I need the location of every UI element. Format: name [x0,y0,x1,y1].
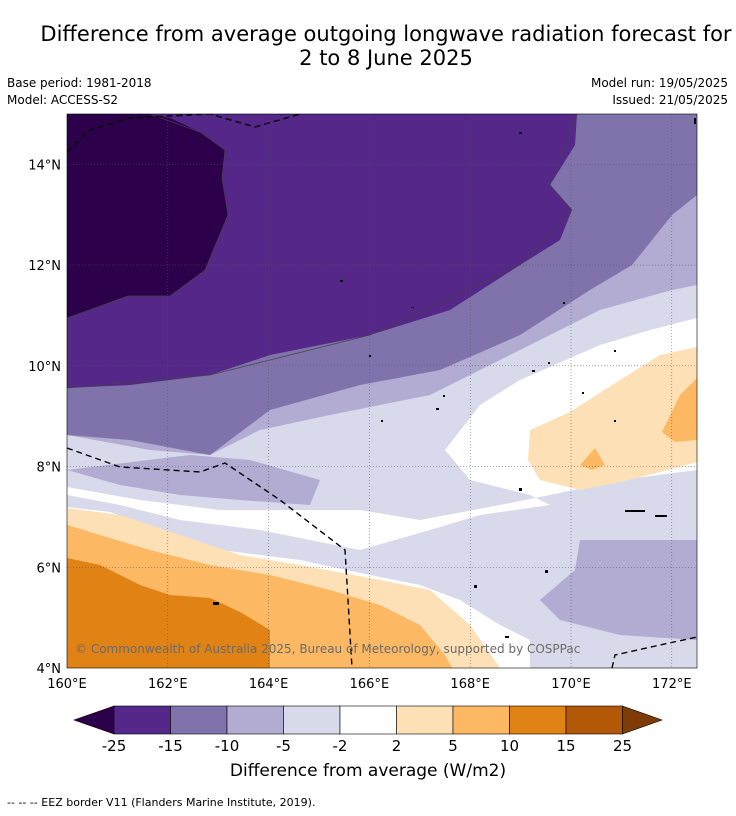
colorbar-swatch [452,705,510,735]
colorbar-label: 25 [613,737,632,755]
y-tick-label: 6°N [37,561,62,576]
x-tick-label: 160°E [47,677,87,692]
map-frame [66,113,698,669]
x-axis-ticks: 160°E 162°E 164°E 166°E 168°E 170°E 172°E [47,677,691,692]
x-tick-label: 164°E [249,677,289,692]
model-run: Model run: 19/05/2025 [590,76,728,90]
x-tick-label: 162°E [148,677,188,692]
colorbar-label: 5 [448,737,458,755]
colorbar-extend-low [73,705,115,735]
title-line-2: 2 to 8 June 2025 [299,46,473,70]
y-tick-label: 10°N [28,360,61,375]
x-tick-label: 170°E [551,677,591,692]
y-tick-label: 14°N [28,158,61,173]
colorbar-label: 2 [392,737,402,755]
colorbar-label: -25 [102,737,127,755]
colorbar-swatch [565,705,623,735]
islands [213,118,696,638]
colorbar-extend-high [622,705,663,735]
colorbar-swatch [226,705,284,735]
model-name: Model: ACCESS-S2 [7,93,119,107]
issued-date: Issued: 21/05/2025 [612,93,728,107]
gridlines [67,114,697,668]
y-tick-label: 8°N [37,461,62,476]
colorbar-label: -2 [333,737,348,755]
info-right: Model run: 19/05/2025 Issued: 21/05/2025 [591,75,728,109]
title-line-1: Difference from average outgoing longwav… [40,22,732,46]
info-left: Base period: 1981-2018 Model: ACCESS-S2 [7,75,152,109]
y-tick-label: 12°N [28,259,61,274]
x-tick-label: 172°E [652,677,692,692]
colorbar-label: -10 [215,737,240,755]
colorbar-swatch [396,705,454,735]
y-tick-label: 4°N [37,662,62,677]
eez-border [67,114,697,668]
colorbar-title: Difference from average (W/m2) [229,761,507,781]
x-tick-label: 168°E [450,677,490,692]
colorbar-swatch [339,705,397,735]
y-axis-ticks: 14°N 12°N 10°N 8°N 6°N 4°N [28,158,61,677]
map-title: Difference from average outgoing longwav… [0,22,736,70]
colorbar-label: -15 [158,737,183,755]
colorbar-swatch [113,705,171,735]
base-period: Base period: 1981-2018 [7,76,152,90]
colorbar-swatch [170,705,228,735]
copyright-notice: © Commonwealth of Australia 2025, Bureau… [75,642,580,656]
contour-fill [67,114,697,668]
colorbar-label: 15 [556,737,575,755]
colorbar-swatch [283,705,341,735]
colorbar-swatch [509,705,567,735]
x-tick-label: 166°E [350,677,390,692]
colorbar: -25 -15 -10 -5 -2 2 5 10 15 25 [73,705,663,755]
footnote: -- -- -- EEZ border V11 (Flanders Marine… [7,796,316,809]
colorbar-label: -5 [276,737,291,755]
anomaly-map: 160°E 162°E 164°E 166°E 168°E 170°E 172°E 14°N… [28,113,698,755]
colorbar-label: 10 [500,737,519,755]
